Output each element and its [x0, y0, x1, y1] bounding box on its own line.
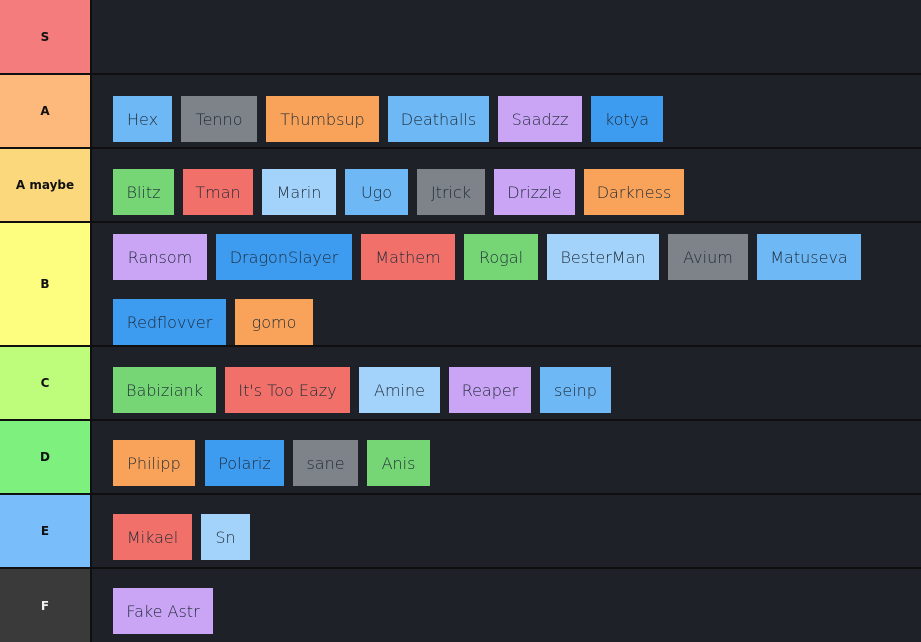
player-chip[interactable]: seinp	[540, 367, 611, 413]
player-chip[interactable]: Matuseva	[757, 234, 861, 280]
player-chip[interactable]: Thumbsup	[266, 96, 379, 142]
player-chip[interactable]: sane	[293, 440, 358, 486]
tier-items-area[interactable]: Philipp Polariz sane Anis	[92, 421, 921, 493]
tier-items-area[interactable]: Babiziank It's Too Eazy Amine Reaper seinp	[92, 347, 921, 419]
player-chip[interactable]: Hex	[113, 96, 172, 142]
player-chip[interactable]: Reaper	[449, 367, 531, 413]
tier-label[interactable]: S	[0, 0, 90, 73]
player-chip[interactable]: Rogal	[464, 234, 538, 280]
tier-label[interactable]: B	[0, 223, 90, 345]
tier-label[interactable]: F	[0, 569, 90, 642]
tier-row: A Hex Tenno Thumbsup Deathalls Saadzz kotya	[0, 75, 921, 147]
tier-label[interactable]: E	[0, 495, 90, 567]
tier-items-area[interactable]: Ransom DragonSlayer Mathem Rogal BesterMan Av…	[92, 223, 921, 345]
player-chip[interactable]: Sn	[201, 514, 250, 560]
player-chip[interactable]: Jtrick	[417, 169, 485, 215]
player-chip[interactable]: Saadzz	[498, 96, 582, 142]
tier-row: B Ransom DragonSlayer Mathem Rogal BesterMan A…	[0, 223, 921, 345]
tier-items-area[interactable]: Hex Tenno Thumbsup Deathalls Saadzz kotya	[92, 75, 921, 147]
player-chip[interactable]: Blitz	[113, 169, 174, 215]
player-chip[interactable]: Mathem	[361, 234, 455, 280]
player-chip[interactable]: Fake Astr	[113, 588, 213, 634]
tier-row: D Philipp Polariz sane Anis	[0, 421, 921, 493]
tier-row: F Fake Astr	[0, 569, 921, 642]
tier-label[interactable]: A	[0, 75, 90, 147]
tier-items-area[interactable]: Fake Astr	[92, 569, 921, 642]
player-chip[interactable]: Darkness	[584, 169, 684, 215]
player-chip[interactable]: Babiziank	[113, 367, 216, 413]
tier-items-area[interactable]	[92, 0, 921, 73]
player-chip[interactable]: DragonSlayer	[216, 234, 352, 280]
player-chip[interactable]: Drizzle	[494, 169, 575, 215]
tier-row: E Mikael Sn	[0, 495, 921, 567]
tier-items-area[interactable]: Blitz Tman Marin Ugo Jtrick Drizzle Darkness	[92, 149, 921, 221]
tier-label[interactable]: A maybe	[0, 149, 90, 221]
player-chip[interactable]: Avium	[668, 234, 748, 280]
tier-label[interactable]: D	[0, 421, 90, 493]
player-chip[interactable]: Ugo	[345, 169, 408, 215]
player-chip[interactable]: Tenno	[181, 96, 257, 142]
tier-row: A maybe Blitz Tman Marin Ugo Jtrick Drizzle Dar…	[0, 149, 921, 221]
player-chip[interactable]: Deathalls	[388, 96, 489, 142]
tier-items-area[interactable]: Mikael Sn	[92, 495, 921, 567]
tier-row: S	[0, 0, 921, 73]
tier-row: C Babiziank It's Too Eazy Amine Reaper seinp	[0, 347, 921, 419]
player-chip[interactable]: Redflovver	[113, 299, 226, 345]
player-chip[interactable]: gomo	[235, 299, 313, 345]
player-chip[interactable]: Marin	[262, 169, 336, 215]
player-chip[interactable]: Amine	[359, 367, 440, 413]
player-chip[interactable]: kotya	[591, 96, 663, 142]
player-chip[interactable]: Polariz	[205, 440, 284, 486]
player-chip[interactable]: Ransom	[113, 234, 207, 280]
player-chip[interactable]: Tman	[183, 169, 253, 215]
player-chip[interactable]: Anis	[367, 440, 430, 486]
player-chip[interactable]: Philipp	[113, 440, 195, 486]
player-chip[interactable]: It's Too Eazy	[225, 367, 350, 413]
tier-label[interactable]: C	[0, 347, 90, 419]
player-chip[interactable]: Mikael	[113, 514, 192, 560]
player-chip[interactable]: BesterMan	[547, 234, 659, 280]
